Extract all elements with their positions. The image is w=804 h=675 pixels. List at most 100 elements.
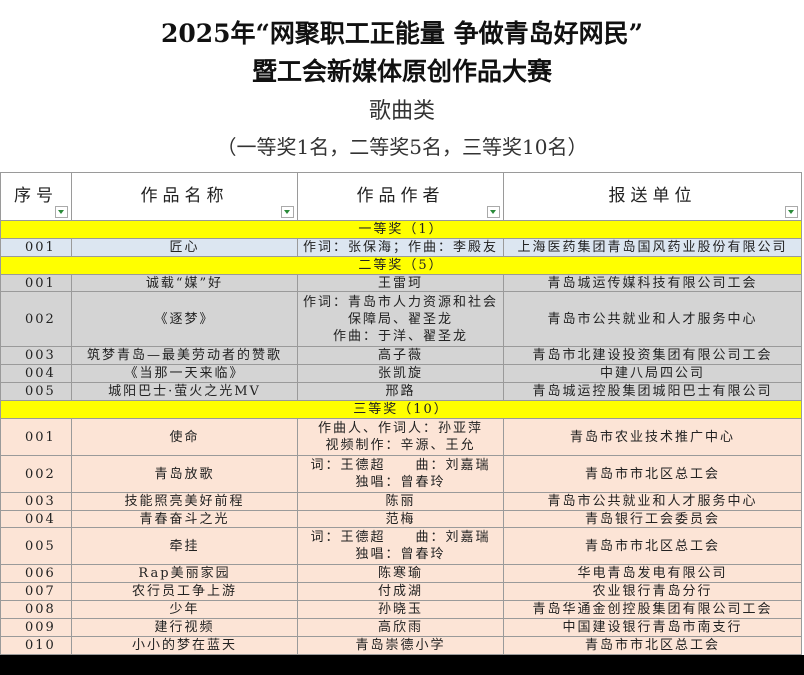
header-text: 作品作者 bbox=[356, 186, 445, 206]
cell-text: 004 bbox=[25, 511, 56, 527]
cell-text: 青岛银行工会委员会 bbox=[584, 511, 720, 527]
cell-text: 建行视频 bbox=[154, 620, 215, 635]
cell-text: Rap美丽家园 bbox=[138, 566, 231, 581]
cell-text: 城阳巴士·萤火之光MV bbox=[108, 384, 261, 399]
cell-line: 作词：青岛市人力资源和社会保障局、翟圣龙 bbox=[302, 294, 498, 327]
table-cell: 上海医药集团青岛国风药业股份有限公司 bbox=[504, 239, 802, 257]
table-cell: 陈丽 bbox=[298, 493, 504, 511]
cell-text: 008 bbox=[25, 602, 56, 617]
cell-line: 独唱：曾春玲 bbox=[355, 475, 446, 490]
cell-text: 007 bbox=[25, 584, 56, 599]
cell-text: 中国建设银行青岛市南支行 bbox=[562, 620, 743, 635]
title: 2025年“网聚职工正能量 争做青岛好网民” bbox=[160, 19, 644, 48]
cell-text: 006 bbox=[25, 566, 56, 581]
table-cell: 008 bbox=[0, 601, 72, 619]
table-cell: 001 bbox=[0, 239, 72, 257]
cell-line: 孙晓玉 bbox=[377, 602, 423, 617]
cell-text: 华电青岛发电有限公司 bbox=[577, 566, 728, 581]
table-cell: 004 bbox=[0, 365, 72, 383]
cell-text: 青岛市公共就业和人才服务中心 bbox=[547, 311, 758, 327]
cell-text: 003 bbox=[25, 494, 56, 509]
table-cell: 少年 bbox=[72, 601, 298, 619]
cell-text: 005 bbox=[25, 538, 56, 554]
header-text: 作品名称 bbox=[140, 186, 229, 206]
cell-line: 词：王德超 曲：刘嘉瑞 bbox=[310, 458, 491, 473]
category: 歌曲类 bbox=[368, 99, 435, 124]
table-cell: 词：王德超 曲：刘嘉瑞 独唱：曾春玲 bbox=[298, 528, 504, 565]
table-cell: 007 bbox=[0, 583, 72, 601]
cell-text: 《当那一天来临》 bbox=[124, 366, 245, 381]
section-header: 二等奖（5） bbox=[0, 257, 802, 275]
cell-text: 002 bbox=[25, 311, 56, 327]
table-cell: 青岛城运控股集团城阳巴士有限公司 bbox=[504, 383, 802, 401]
table-cell: 青岛华通金创控股集团有限公司工会 bbox=[504, 601, 802, 619]
cell-text: 牵挂 bbox=[169, 538, 200, 554]
table-cell: 002 bbox=[0, 292, 72, 347]
table-cell: 005 bbox=[0, 383, 72, 401]
table-cell: 农行员工争上游 bbox=[72, 583, 298, 601]
status-bar bbox=[0, 655, 804, 675]
table-cell: 004 bbox=[0, 511, 72, 528]
filter-button[interactable] bbox=[281, 206, 294, 218]
table-cell: 匠心 bbox=[72, 239, 298, 257]
section-label: 一等奖（1） bbox=[358, 222, 444, 237]
section-label: 三等奖（10） bbox=[353, 402, 449, 417]
cell-line: 付成湖 bbox=[377, 584, 423, 599]
table-cell: Rap美丽家园 bbox=[72, 565, 298, 583]
cell-line: 词：王德超 曲：刘嘉瑞 bbox=[310, 530, 491, 545]
table-cell: 003 bbox=[0, 347, 72, 365]
table-cell: 王雷珂 bbox=[298, 275, 504, 292]
cell-text: 003 bbox=[25, 348, 56, 363]
filter-button[interactable] bbox=[487, 206, 500, 218]
table-cell: 青岛市市北区总工会 bbox=[504, 456, 802, 493]
title: 暨工会新媒体原创作品大赛 bbox=[251, 57, 552, 86]
table-cell: 006 bbox=[0, 565, 72, 583]
table-cell: 牵挂 bbox=[72, 528, 298, 565]
table-cell: 作曲人、作词人：孙亚萍 视频制作：辛源、王允 bbox=[298, 419, 504, 456]
cell-text: 技能照亮美好前程 bbox=[124, 494, 245, 509]
table-cell: 农业银行青岛分行 bbox=[504, 583, 802, 601]
header-text: 报送单位 bbox=[608, 186, 697, 206]
cell-line: 作词：张保海；作曲：李殿友 bbox=[302, 240, 498, 255]
table-cell: 002 bbox=[0, 456, 72, 493]
cell-text: 《逐梦》 bbox=[154, 311, 215, 327]
cell-line: 邢路 bbox=[385, 384, 416, 399]
column-header: 序号 bbox=[0, 172, 72, 221]
cell-line: 青岛崇德小学 bbox=[355, 638, 446, 653]
cell-text: 农行员工争上游 bbox=[131, 584, 237, 599]
cell-text: 青岛市公共就业和人才服务中心 bbox=[547, 494, 758, 509]
filter-button[interactable] bbox=[785, 206, 798, 218]
cell-text: 使命 bbox=[169, 429, 200, 445]
cell-line: 张凯旋 bbox=[377, 366, 423, 381]
table-cell: 009 bbox=[0, 619, 72, 637]
table-cell: 中国建设银行青岛市南支行 bbox=[504, 619, 802, 637]
cell-text: 青岛市市北区总工会 bbox=[584, 466, 720, 482]
table-cell: 作词：青岛市人力资源和社会保障局、翟圣龙 作曲：于洋、翟圣龙 bbox=[298, 292, 504, 347]
cell-line: 陈丽 bbox=[385, 494, 416, 509]
column-header: 作品作者 bbox=[298, 172, 504, 221]
table-cell: 010 bbox=[0, 637, 72, 655]
table-cell: 青岛市北建设投资集团有限公司工会 bbox=[504, 347, 802, 365]
cell-text: 诚载“媒”好 bbox=[145, 275, 224, 291]
column-header: 报送单位 bbox=[504, 172, 802, 221]
cell-text: 青岛市市北区总工会 bbox=[584, 638, 720, 653]
cell-text: 青岛市农业技术推广中心 bbox=[569, 429, 735, 445]
filter-button[interactable] bbox=[55, 206, 68, 218]
cell-text: 中建八局四公司 bbox=[599, 366, 705, 381]
table-cell: 005 bbox=[0, 528, 72, 565]
cell-text: 少年 bbox=[169, 602, 200, 617]
note: （一等奖1名，二等奖5名，三等奖10名） bbox=[216, 135, 588, 159]
table-cell: 青岛市公共就业和人才服务中心 bbox=[504, 292, 802, 347]
table-cell: 青岛城运传媒科技有限公司工会 bbox=[504, 275, 802, 292]
cell-line: 范梅 bbox=[385, 511, 416, 527]
table-cell: 建行视频 bbox=[72, 619, 298, 637]
table-cell: 筑梦青岛—最美劳动者的赞歌 bbox=[72, 347, 298, 365]
cell-text: 小小的梦在蓝天 bbox=[131, 638, 237, 653]
table-cell: 孙晓玉 bbox=[298, 601, 504, 619]
table-cell: 付成湖 bbox=[298, 583, 504, 601]
cell-text: 筑梦青岛—最美劳动者的赞歌 bbox=[86, 348, 282, 363]
cell-text: 匠心 bbox=[169, 240, 200, 255]
table-cell: 邢路 bbox=[298, 383, 504, 401]
cell-text: 青岛市北建设投资集团有限公司工会 bbox=[532, 348, 773, 363]
